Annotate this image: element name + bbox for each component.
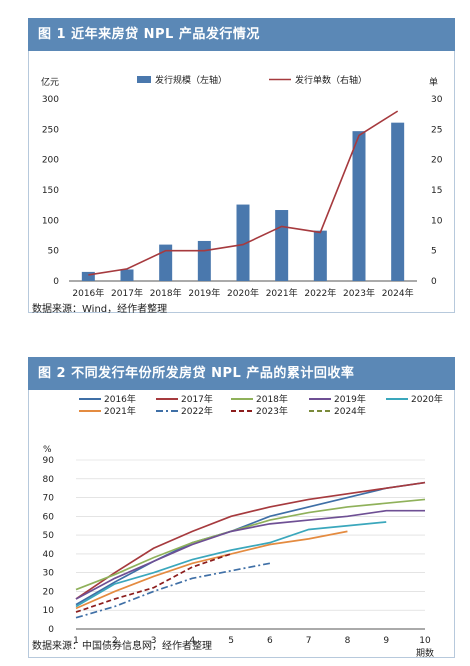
series-line	[75, 530, 348, 610]
right-axis-unit: 单	[429, 76, 438, 88]
x-tick-label: 2016年	[72, 287, 104, 299]
y-tick-label: 0	[48, 625, 54, 635]
left-tick-label: 0	[53, 277, 59, 287]
legend-label: 2022年	[181, 405, 213, 417]
y-tick-label: 80	[43, 475, 55, 485]
series-line	[75, 498, 426, 591]
x-tick-label: 2023年	[343, 287, 375, 299]
count-line	[88, 110, 399, 276]
y-tick-label: 40	[43, 550, 55, 560]
x-tick-label: 2019年	[188, 287, 220, 299]
x-tick-label: 9	[383, 636, 389, 646]
figure2-title: 图 2 不同发行年份所发房贷 NPL 产品的累计回收率	[28, 357, 455, 390]
series-line	[75, 562, 271, 619]
x-tick-label: 7	[306, 636, 312, 646]
right-tick-label: 0	[431, 277, 437, 287]
x-tick-label: 2021年	[266, 287, 298, 299]
y-tick-label: 60	[43, 512, 55, 522]
y-tick-label: 90	[43, 456, 55, 466]
figure1-chart-area: 亿元 单 发行规模（左轴） 发行单数（右轴） 0 50 100 150 200 250 300 0 5 1…	[28, 51, 455, 313]
left-tick-label: 200	[42, 156, 59, 166]
x-tick-label: 4	[189, 636, 195, 646]
left-tick-label: 50	[48, 247, 60, 257]
right-tick-label: 10	[431, 216, 443, 226]
y-tick-label: 10	[43, 606, 55, 616]
series-line	[75, 521, 387, 608]
figure2-panel: 图 2 不同发行年份所发房贷 NPL 产品的累计回收率 2016年 2017年 20…	[28, 357, 455, 659]
legend-label: 2023年	[256, 405, 288, 417]
bar	[197, 240, 211, 281]
bar	[313, 230, 327, 281]
legend-label: 2017年	[181, 393, 213, 405]
figure1-panel: 图 1 近年来房贷 NPL 产品发行情况 亿元 单 发行规模（左轴） 发行单数（右轴）…	[28, 18, 455, 313]
series-line	[75, 481, 426, 606]
legend-label: 2021年	[104, 405, 136, 417]
figure2-source: 数据来源：中国债券信息网，经作者整理	[32, 641, 212, 652]
y-axis-unit: %	[43, 445, 52, 455]
x-tick-label: 5	[228, 636, 234, 646]
left-axis-unit: 亿元	[41, 76, 59, 88]
bar	[81, 271, 95, 281]
legend-label: 2024年	[334, 405, 366, 417]
x-tick-label: 3	[151, 636, 157, 646]
bar	[120, 269, 134, 281]
figure1-chart: 亿元 单 发行规模（左轴） 发行单数（右轴） 0 50 100 150 200 250 300 0 5 1…	[41, 74, 443, 299]
legend-label: 2019年	[334, 393, 366, 405]
right-tick-label: 20	[431, 156, 443, 166]
x-tick-label: 2	[112, 636, 118, 646]
right-tick-label: 25	[431, 125, 442, 135]
bar	[236, 204, 250, 281]
bar	[352, 131, 366, 281]
x-tick-label: 2018年	[150, 287, 182, 299]
right-tick-label: 5	[431, 247, 437, 257]
x-tick-label: 10	[419, 636, 431, 646]
y-tick-label: 50	[43, 531, 55, 541]
bar	[391, 122, 405, 281]
x-tick-label: 6	[267, 636, 273, 646]
right-tick-label: 30	[431, 95, 443, 105]
legend-line-label: 发行单数（右轴）	[295, 74, 367, 86]
figure2-chart: 2016年 2017年 2018年 2019年 2020年 2021年 2022年 2023年…	[43, 393, 443, 659]
left-tick-label: 250	[42, 125, 59, 135]
series-line	[75, 509, 425, 600]
figure1-title: 图 1 近年来房贷 NPL 产品发行情况	[28, 18, 455, 51]
left-tick-label: 100	[42, 216, 59, 226]
x-tick-label: 2020年	[227, 287, 259, 299]
left-tick-label: 150	[42, 186, 59, 196]
x-tick-label: 2022年	[304, 287, 336, 299]
x-axis-unit: 期数	[416, 647, 434, 658]
legend-label: 2020年	[411, 393, 443, 405]
x-tick-label: 2024年	[382, 287, 414, 299]
series-line	[75, 481, 426, 600]
x-tick-label: 2017年	[111, 287, 143, 299]
figure1-source: 数据来源：Wind，经作者整理	[32, 304, 168, 315]
y-tick-label: 30	[43, 569, 55, 579]
y-tick-label: 70	[43, 494, 55, 504]
figure2-chart-area: 2016年 2017年 2018年 2019年 2020年 2021年 2022年 2023年…	[28, 390, 455, 659]
right-tick-label: 15	[431, 186, 442, 196]
y-tick-label: 20	[43, 587, 55, 597]
x-tick-label: 1	[73, 636, 79, 646]
legend-label: 2018年	[256, 393, 288, 405]
legend-bar-label: 发行规模（左轴）	[155, 74, 227, 86]
legend-bar-swatch	[137, 76, 151, 83]
bar	[159, 244, 173, 281]
x-tick-label: 8	[345, 636, 351, 646]
left-tick-label: 300	[42, 95, 59, 105]
legend-label: 2016年	[104, 393, 136, 405]
series-line	[75, 553, 232, 613]
bar	[275, 210, 289, 281]
